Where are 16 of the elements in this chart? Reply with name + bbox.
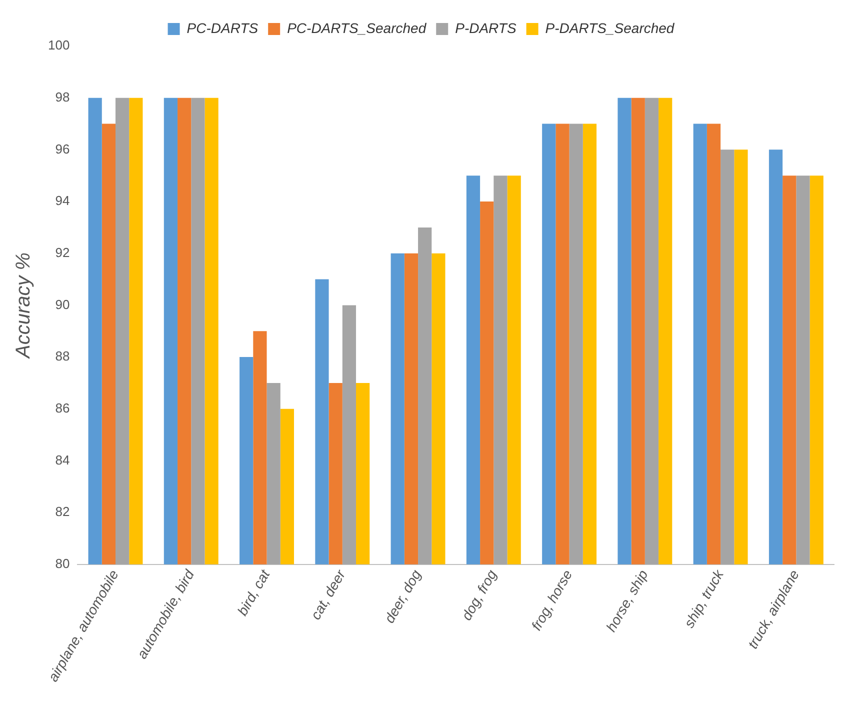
legend-label: P-DARTS_Searched [545, 20, 676, 36]
y-tick-label: 82 [55, 504, 70, 520]
y-axis-title: Accuracy % [12, 252, 35, 359]
y-tick-label: 98 [55, 89, 70, 104]
y-tick-label: 86 [55, 400, 70, 416]
y-tick-label: 96 [55, 141, 70, 156]
legend-label: P-DARTS [455, 20, 517, 36]
legend-label: PC-DARTS [186, 20, 259, 36]
y-tick-label: 92 [55, 244, 70, 260]
y-tick-label: 80 [55, 556, 70, 571]
y-tick-label: 90 [55, 296, 70, 312]
y-tick-label: 88 [55, 348, 70, 364]
y-tick-label: 94 [55, 193, 70, 208]
legend-label: PC-DARTS_Searched [287, 20, 428, 36]
y-tick-label: 100 [48, 38, 70, 53]
y-tick-label: 84 [55, 452, 70, 468]
